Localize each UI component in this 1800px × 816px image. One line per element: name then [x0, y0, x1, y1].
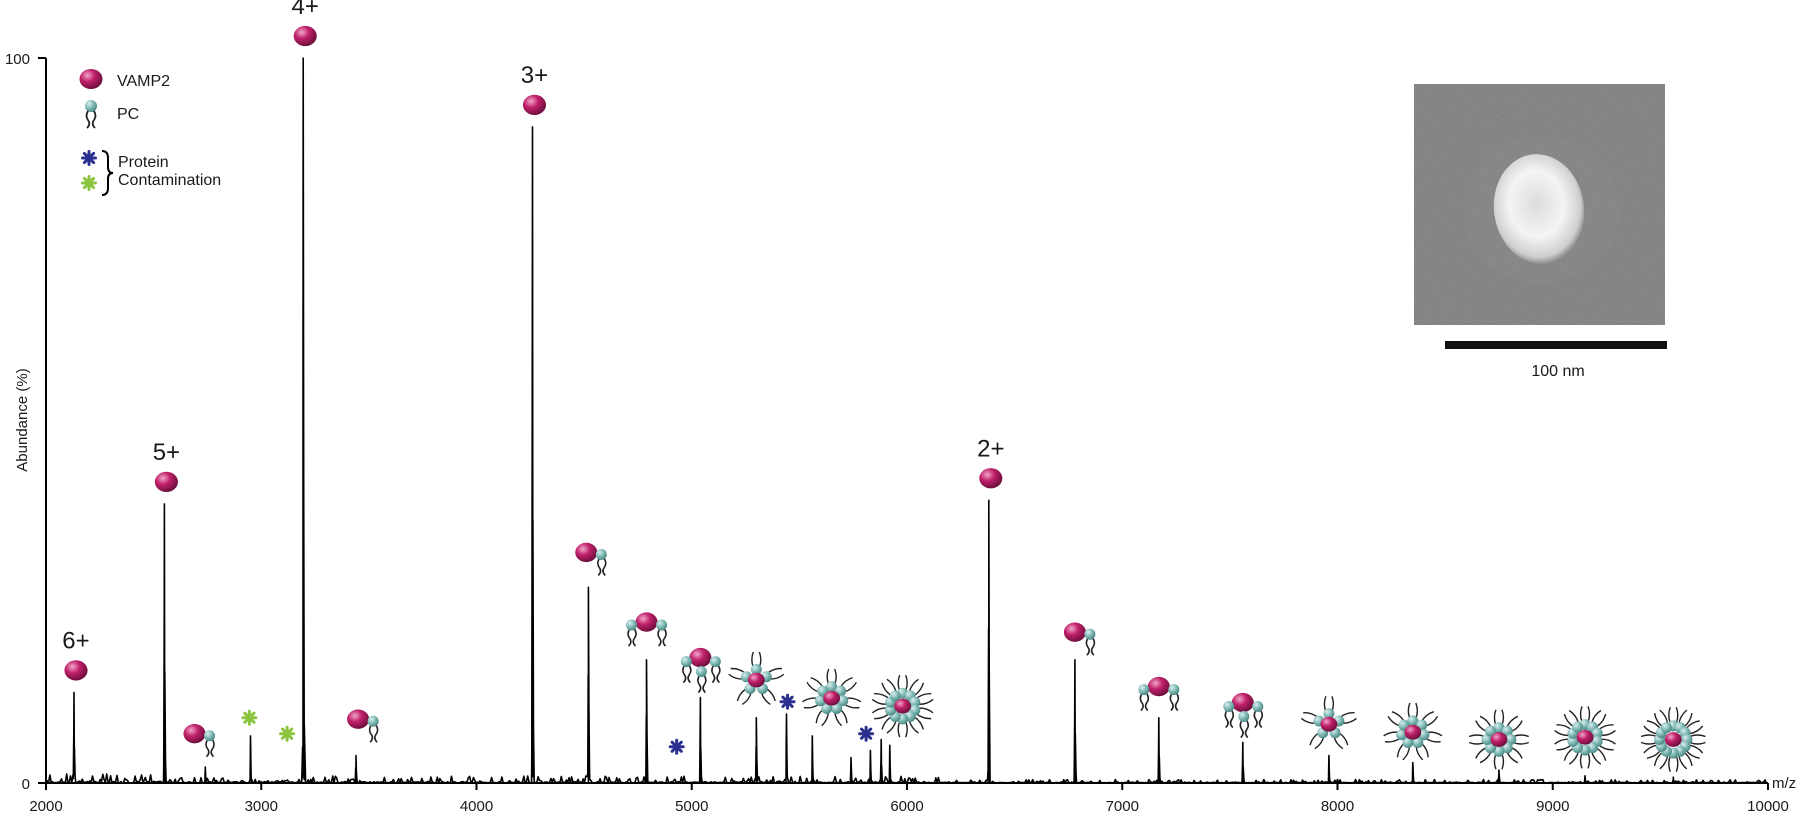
x-tick-label-6000: 6000: [890, 798, 923, 815]
complex-annotation-0: [183, 724, 216, 758]
charge-state-5plus: 5+: [153, 439, 180, 492]
tem-inset: 100 nm: [1414, 84, 1667, 380]
complex-annotation-7: [871, 674, 934, 738]
complex-annotation-8: [1063, 622, 1096, 656]
contaminant-asterisk-blue: [668, 738, 685, 755]
charge-label: 5+: [153, 439, 180, 466]
legend-pc-label: PC: [117, 106, 139, 123]
y-axis-label: Abundance (%): [14, 368, 31, 471]
x-tick-label-7000: 7000: [1106, 798, 1139, 815]
vamp2-icon: [64, 660, 88, 681]
scale-bar: [1445, 341, 1667, 349]
legend-contamination-line2: Contamination: [118, 172, 221, 189]
vamp2-icon: [154, 471, 178, 492]
x-tick-label-2000: 2000: [29, 798, 62, 815]
x-tick-label-10000: 10000: [1747, 798, 1789, 815]
legend-brace: [101, 150, 114, 196]
charge-label: 3+: [521, 62, 548, 89]
charge-state-annotations: 6+ 5+ 4+ 3+ 2+: [62, 0, 1004, 681]
x-ticks: [45, 783, 1769, 790]
legend-green-asterisk-icon: [81, 175, 97, 191]
contaminant-asterisk-green: [279, 725, 296, 742]
x-tick-label-3000: 3000: [245, 798, 278, 815]
complex-annotation-5: [728, 651, 785, 706]
complex-annotations: [183, 542, 1706, 772]
charge-state-6plus: 6+: [62, 627, 90, 681]
charge-state-3plus: 3+: [521, 62, 548, 115]
y-tick-label-100: 100: [5, 51, 30, 68]
x-axis-label: m/z: [1772, 775, 1796, 792]
contaminant-asterisk-blue: [858, 725, 875, 742]
charge-label: 2+: [977, 435, 1004, 462]
complex-annotation-12: [1383, 702, 1443, 761]
charge-label: 4+: [292, 0, 319, 20]
legend-contamination-line1: Protein: [118, 154, 169, 171]
legend: VAMP2 PC Protein Contamination: [79, 69, 221, 196]
complex-annotation-1: [347, 709, 379, 743]
complex-annotation-10: [1223, 692, 1264, 739]
vamp2-icon: [979, 468, 1003, 489]
vamp2-icon: [522, 94, 547, 115]
scale-bar-label: 100 nm: [1531, 363, 1584, 380]
x-tick-label-8000: 8000: [1321, 798, 1354, 815]
complex-annotation-13: [1468, 709, 1529, 770]
complex-annotation-3: [626, 612, 668, 647]
complex-annotation-11: [1300, 696, 1357, 750]
contaminant-markers: [241, 693, 875, 755]
x-tick-label-9000: 9000: [1536, 798, 1569, 815]
legend-pc-icon: [85, 100, 97, 129]
vamp2-icon: [293, 25, 317, 47]
charge-label: 6+: [62, 627, 89, 654]
complex-annotation-4: [680, 647, 721, 694]
complex-annotation-9: [1138, 676, 1180, 712]
legend-vamp2-label: VAMP2: [117, 73, 170, 90]
complex-annotation-6: [802, 668, 862, 727]
complex-annotation-14: [1554, 706, 1616, 769]
charge-state-4plus: 4+: [292, 0, 319, 47]
charge-state-2plus: 2+: [977, 435, 1004, 489]
tem-particle: [1493, 154, 1585, 264]
contaminant-asterisk-green: [241, 709, 258, 726]
x-tick-label-4000: 4000: [460, 798, 493, 815]
complex-annotation-15: [1640, 707, 1706, 772]
y-tick-label-0: 0: [22, 776, 30, 793]
legend-blue-asterisk-icon: [81, 150, 97, 166]
contaminant-asterisk-blue: [779, 693, 796, 710]
complex-annotation-2: [575, 542, 607, 577]
x-tick-label-5000: 5000: [675, 798, 708, 815]
legend-vamp2-icon: [79, 69, 103, 89]
x-tick-labels: 2000 3000 4000 5000 6000 7000 8000 9000 10000: [29, 798, 1789, 815]
